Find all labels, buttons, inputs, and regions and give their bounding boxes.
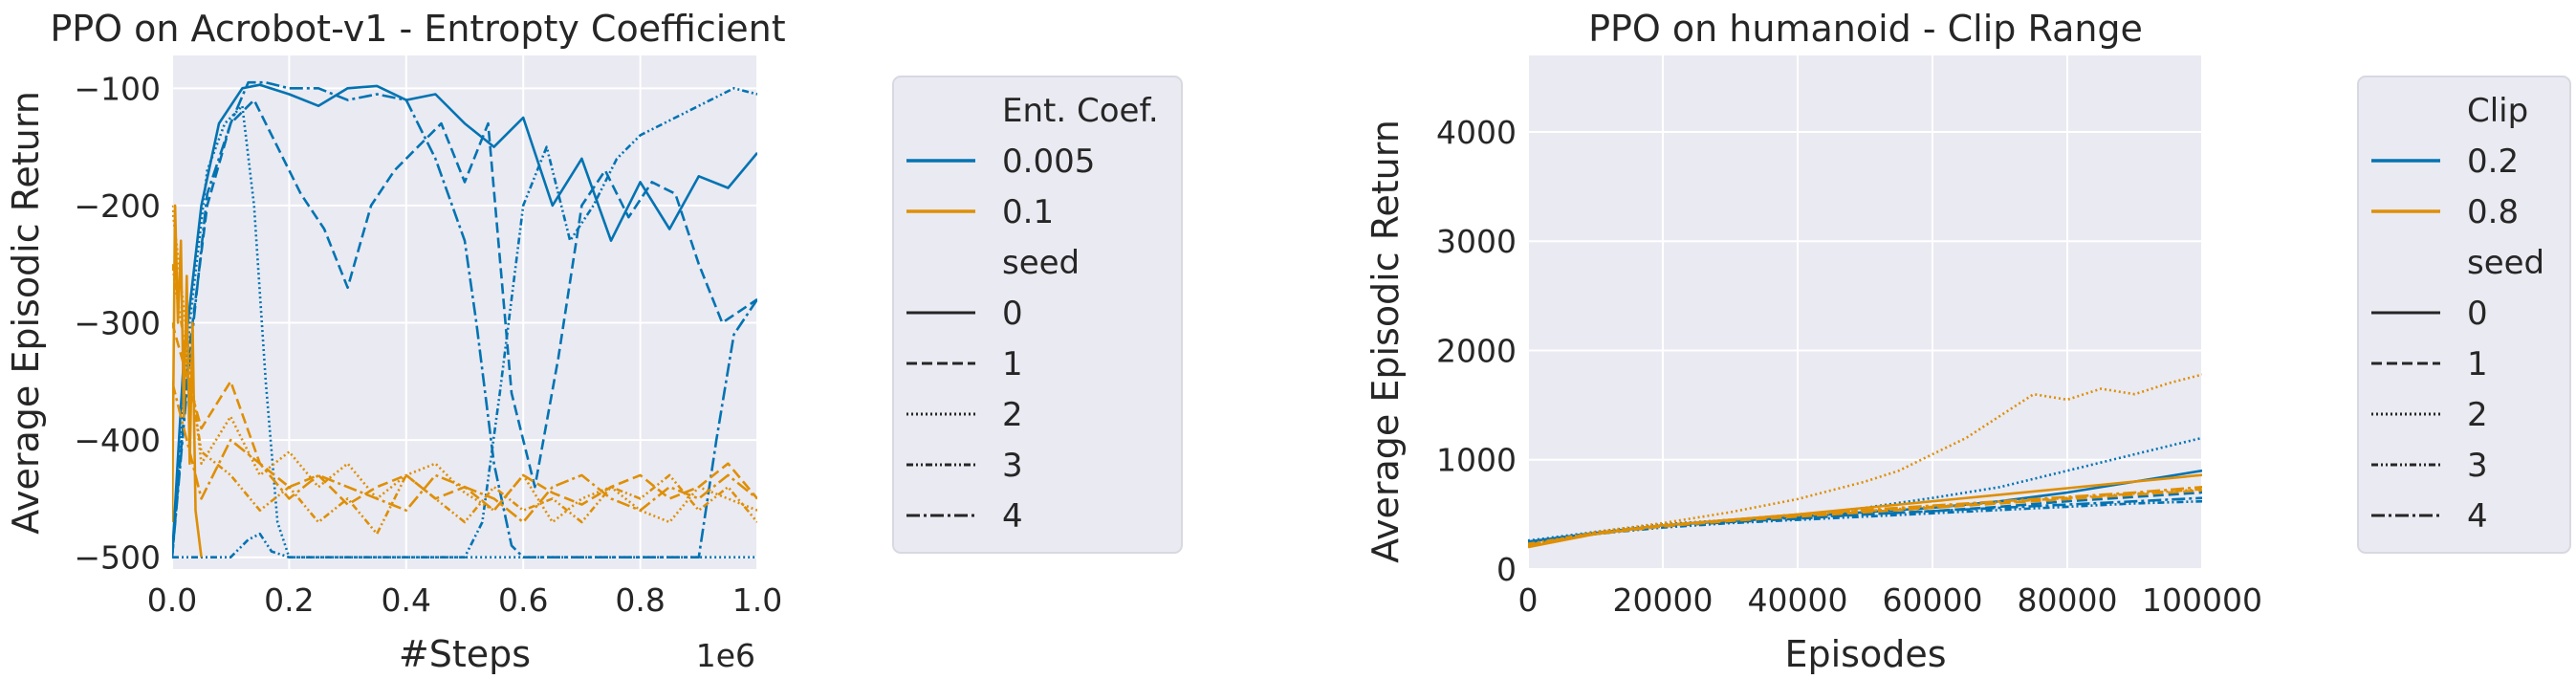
- y-axis-label: Average Episodic Return: [1364, 120, 1407, 563]
- legend: Ent. Coef. 0.005 0.1 seed 0 1 2 3 4: [892, 76, 1183, 554]
- x-tick-label: 0.0: [147, 581, 197, 619]
- y-tick-label: 3000: [1436, 223, 1517, 260]
- series-line-0.005-seed-3: [172, 87, 757, 559]
- y-tick-label: −500: [74, 539, 161, 577]
- chart-title: PPO on Acrobot-v1 - Entropty Coefficient: [50, 8, 785, 50]
- legend-hue-entry-b: 0.1: [1002, 193, 1054, 231]
- x-tick-label: 0.2: [264, 581, 314, 619]
- y-tick-label: −400: [74, 422, 161, 459]
- legend-style-entry-2: 2: [1002, 396, 1023, 434]
- legend-style-entry-1: 1: [2467, 345, 2488, 383]
- series-line-0.1-seed-2: [172, 205, 757, 524]
- x-axis-label: Episodes: [1784, 633, 1946, 675]
- legend-style-entry-4: 4: [2467, 497, 2488, 536]
- x-axis-label: #Steps: [399, 633, 531, 675]
- legend-hue-entry-b: 0.8: [2467, 193, 2519, 231]
- y-tick-label: 2000: [1436, 332, 1517, 369]
- series-line-0.005-seed-0: [172, 83, 757, 558]
- legend-hue-title: Clip: [2467, 92, 2528, 130]
- legend-box: [2357, 76, 2571, 554]
- legend-hue-entry-a: 0.005: [1002, 142, 1095, 181]
- legend-style-title: seed: [2467, 244, 2544, 282]
- legend-style-entry-0: 0: [2467, 295, 2488, 333]
- legend-style-entry-3: 3: [2467, 447, 2488, 485]
- x-axis-offset-label: 1e6: [696, 637, 755, 674]
- y-tick-label: 0: [1496, 551, 1517, 588]
- chart-title: PPO on humanoid - Clip Range: [1588, 8, 2143, 50]
- y-tick-label: −300: [74, 305, 161, 342]
- legend-box: [892, 76, 1183, 554]
- y-axis-label: Average Episodic Return: [5, 91, 47, 535]
- x-tick-label: 0.6: [498, 581, 548, 619]
- legend: Clip 0.2 0.8 seed 0 1 2 3 4: [2357, 76, 2571, 554]
- legend-hue-entry-a: 0.2: [2467, 142, 2519, 181]
- tick-labels: 0 20000 40000 60000 80000 100000 0 1000 2000 3000…: [1436, 114, 2262, 619]
- y-tick-label: −100: [74, 70, 161, 107]
- series-line-0.8-seed-4: [1528, 486, 2202, 547]
- legend-hue-title: Ent. Coef.: [1002, 92, 1159, 130]
- legend-style-entry-0: 0: [1002, 295, 1023, 333]
- series-line-0.1-seed-4: [172, 381, 757, 524]
- series-line-0.005-seed-1: [172, 99, 757, 558]
- x-tick-label: 20000: [1613, 581, 1714, 619]
- series-lines: [1528, 373, 2202, 549]
- series-line-0.1-seed-3: [172, 263, 757, 536]
- x-tick-label: 0: [1518, 581, 1539, 619]
- series-line-0.005-seed-4: [172, 80, 757, 559]
- humanoid-chart: PPO on humanoid - Clip Range 0 20000 40000…: [1364, 8, 2571, 675]
- legend-style-title: seed: [1002, 244, 1080, 282]
- y-tick-label: 4000: [1436, 114, 1517, 151]
- plot-area: [1528, 55, 2202, 569]
- x-tick-label: 40000: [1748, 581, 1848, 619]
- x-tick-label: 0.8: [615, 581, 665, 619]
- x-tick-label: 80000: [2018, 581, 2118, 619]
- y-tick-label: −200: [74, 187, 161, 225]
- x-tick-label: 100000: [2142, 581, 2262, 619]
- x-tick-label: 60000: [1883, 581, 1983, 619]
- legend-style-entry-3: 3: [1002, 447, 1023, 485]
- y-tick-label: 1000: [1436, 442, 1517, 479]
- gridlines: [1527, 55, 2203, 570]
- legend-style-entry-1: 1: [1002, 345, 1023, 383]
- legend-style-entry-2: 2: [2467, 396, 2488, 434]
- series-lines: [172, 80, 757, 559]
- x-tick-label: 1.0: [732, 581, 782, 619]
- plot-area: [172, 55, 757, 569]
- tick-labels: 0.0 0.2 0.4 0.6 0.8 1.0 −500 −400 −300 −200 −100: [74, 70, 782, 619]
- legend-style-entry-4: 4: [1002, 497, 1023, 536]
- x-tick-label: 0.4: [382, 581, 431, 619]
- acrobot-chart: PPO on Acrobot-v1 - Entropty Coefficient…: [5, 8, 1183, 675]
